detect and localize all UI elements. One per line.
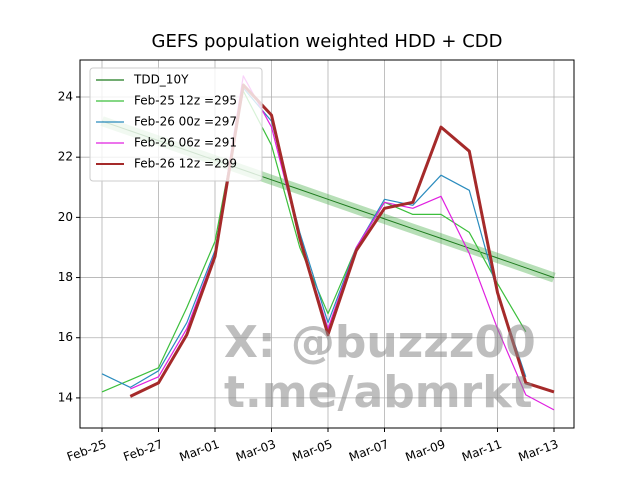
y-tick-label: 14 bbox=[58, 390, 73, 404]
y-tick-label: 18 bbox=[58, 270, 73, 284]
y-tick-label: 16 bbox=[58, 330, 73, 344]
plot-frame bbox=[79, 59, 575, 429]
legend-label: Feb-26 12z =299 bbox=[134, 157, 237, 171]
watermark: X: @buzzz00 bbox=[224, 317, 536, 368]
watermark: t.me/abmrkt bbox=[224, 367, 533, 418]
legend-label: Feb-26 00z =297 bbox=[134, 115, 237, 129]
legend-label: Feb-26 06z =291 bbox=[134, 136, 237, 150]
series-line bbox=[129, 83, 555, 398]
series-line bbox=[101, 87, 527, 388]
series-line bbox=[101, 90, 527, 393]
legend-label: TDD_10Y bbox=[133, 73, 189, 87]
y-tick-label: 22 bbox=[58, 150, 73, 164]
y-tick-label: 24 bbox=[58, 90, 73, 104]
legend-box bbox=[89, 67, 263, 182]
legend-label: Feb-25 12z =295 bbox=[134, 94, 237, 108]
y-tick-label: 20 bbox=[58, 210, 73, 224]
chart-title: GEFS population weighted HDD + CDD bbox=[152, 31, 503, 52]
